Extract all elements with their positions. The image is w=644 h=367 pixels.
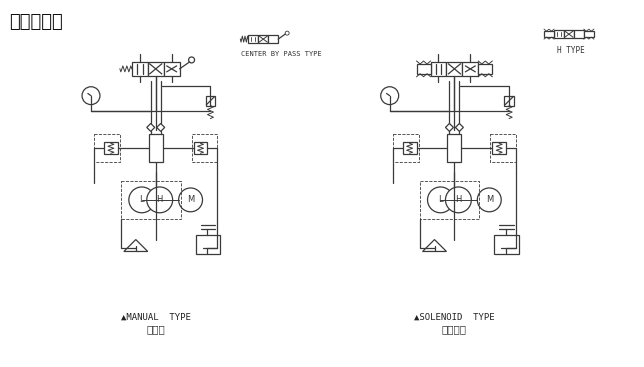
Circle shape [178,188,202,212]
Text: CENTER BY PASS TYPE: CENTER BY PASS TYPE [242,51,322,57]
Text: L: L [140,195,144,204]
Text: H TYPE: H TYPE [557,46,585,55]
Text: M: M [486,195,493,204]
Bar [132,62,147,76]
Text: H: H [156,195,163,204]
Bar [544,31,554,37]
Bar [249,35,258,43]
Bar [478,64,492,74]
Bar [104,142,118,154]
Circle shape [477,188,501,212]
Bar [564,30,574,38]
Bar [269,35,278,43]
Polygon shape [446,123,453,131]
Bar [164,62,180,76]
Bar [574,30,584,38]
Text: H: H [455,195,462,204]
Bar [147,62,164,76]
Text: M: M [187,195,194,204]
Circle shape [82,87,100,105]
Bar [417,64,431,74]
Polygon shape [124,240,147,251]
Bar [149,134,163,162]
Circle shape [189,57,194,63]
Bar [431,62,446,76]
Circle shape [428,187,453,213]
Circle shape [381,87,399,105]
Text: 电磁阀型: 电磁阀型 [442,324,467,334]
Bar [194,142,207,154]
Polygon shape [422,240,446,251]
Circle shape [446,187,471,213]
Polygon shape [147,123,155,131]
Bar [258,35,269,43]
Bar [462,62,478,76]
Polygon shape [156,123,165,131]
Bar [554,30,564,38]
Text: 电路原理图: 电路原理图 [10,13,63,31]
Bar [448,134,461,162]
Bar [402,142,417,154]
Circle shape [285,31,289,35]
Text: ▲SOLENOID  TYPE: ▲SOLENOID TYPE [414,312,495,321]
Polygon shape [455,123,464,131]
Bar [494,235,519,254]
Bar [504,96,514,106]
Bar [205,96,216,106]
Text: L: L [438,195,443,204]
Circle shape [147,187,173,213]
Text: 手动型: 手动型 [146,324,165,334]
Text: ▲MANUAL  TYPE: ▲MANUAL TYPE [121,312,191,321]
Bar [446,62,462,76]
Bar [584,31,594,37]
Circle shape [129,187,155,213]
Bar [492,142,506,154]
Bar [196,235,220,254]
